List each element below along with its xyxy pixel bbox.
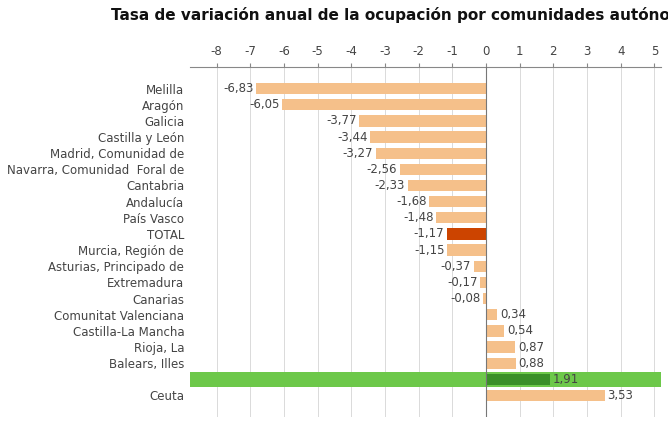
Text: -3,44: -3,44	[337, 131, 367, 143]
Bar	[283, 99, 486, 110]
Text: -1,15: -1,15	[414, 244, 445, 257]
Bar	[407, 180, 486, 191]
Text: 0,87: 0,87	[518, 340, 544, 354]
Bar	[480, 277, 486, 288]
Bar	[474, 261, 486, 272]
Bar	[486, 357, 516, 369]
Text: -1,68: -1,68	[396, 195, 427, 208]
Bar	[448, 245, 486, 256]
Text: -3,77: -3,77	[326, 114, 357, 127]
Text: -1,48: -1,48	[403, 211, 434, 224]
Bar	[486, 325, 504, 337]
Text: -3,27: -3,27	[343, 147, 373, 160]
Text: -0,17: -0,17	[447, 276, 478, 289]
Text: -0,08: -0,08	[450, 292, 480, 305]
Bar	[486, 390, 605, 401]
Bar	[486, 341, 515, 353]
Text: 0,34: 0,34	[500, 308, 526, 321]
Text: 0,88: 0,88	[518, 357, 544, 370]
Bar	[447, 228, 486, 240]
Bar	[370, 131, 486, 142]
Bar	[400, 164, 486, 175]
Bar	[376, 148, 486, 159]
Bar	[430, 196, 486, 207]
Text: -1,17: -1,17	[413, 227, 444, 240]
Title: Tasa de variación anual de la ocupación por comunidades autónomas (%): Tasa de variación anual de la ocupación …	[111, 7, 668, 23]
Text: 0,54: 0,54	[507, 324, 533, 338]
Text: -2,56: -2,56	[367, 163, 397, 176]
Bar	[190, 372, 661, 387]
Bar	[484, 293, 486, 304]
Text: 3,53: 3,53	[607, 389, 633, 402]
Text: 1,91: 1,91	[553, 373, 579, 386]
Text: -2,33: -2,33	[375, 179, 405, 192]
Text: -0,37: -0,37	[440, 260, 471, 273]
Text: -6,05: -6,05	[249, 98, 280, 111]
Bar	[486, 309, 498, 321]
Bar	[359, 115, 486, 126]
Text: -6,83: -6,83	[223, 82, 253, 95]
Bar	[486, 374, 550, 385]
Bar	[256, 83, 486, 94]
Bar	[436, 212, 486, 223]
